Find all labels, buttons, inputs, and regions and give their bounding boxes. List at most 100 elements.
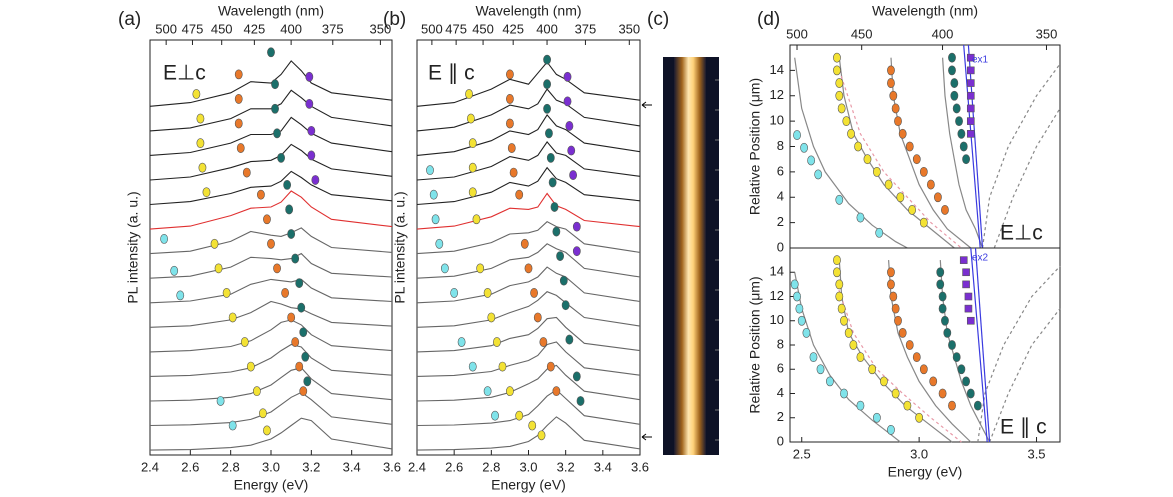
peak-marker xyxy=(856,352,865,363)
excitation-label: ex1 xyxy=(972,55,989,66)
y-tick-label: 0 xyxy=(777,433,784,448)
peak-marker xyxy=(896,192,905,203)
fit-curve xyxy=(981,63,1061,249)
peak-marker xyxy=(305,98,314,109)
peak-marker xyxy=(546,361,555,372)
peak-marker xyxy=(311,175,320,185)
spectrum-line xyxy=(416,88,641,132)
x2-tick-label: 400 xyxy=(280,21,302,36)
spectrum-line xyxy=(149,116,393,156)
peak-marker xyxy=(236,143,245,153)
peak-marker xyxy=(545,128,553,139)
peak-marker xyxy=(569,170,577,180)
peak-marker xyxy=(297,302,306,313)
peak-marker xyxy=(898,327,907,338)
spectrum-line xyxy=(416,113,641,156)
peak-marker xyxy=(429,189,438,200)
peak-marker xyxy=(957,364,966,375)
y-tick-label: 12 xyxy=(770,87,784,102)
peak-marker xyxy=(466,113,475,124)
peak-marker xyxy=(966,91,975,100)
x2-tick-label: 500 xyxy=(786,26,808,41)
peak-marker xyxy=(440,263,449,274)
peak-marker xyxy=(905,141,914,152)
x-tick-label: 2.8 xyxy=(222,459,240,474)
peak-marker xyxy=(246,361,255,372)
peak-marker xyxy=(919,217,928,228)
peak-marker xyxy=(537,430,546,441)
fit-curve xyxy=(974,247,991,443)
peak-marker xyxy=(491,410,499,421)
peak-marker xyxy=(964,292,973,301)
fit-curve xyxy=(942,57,984,249)
peak-marker xyxy=(234,94,243,104)
fit-curve xyxy=(963,44,981,249)
peak-marker xyxy=(565,121,574,131)
x-tick-label: 3.0 xyxy=(910,446,928,461)
peak-marker xyxy=(948,65,956,76)
peak-marker xyxy=(468,361,477,372)
spectrum-line xyxy=(149,391,393,427)
peak-marker xyxy=(214,263,223,274)
x-tick-label: 3.6 xyxy=(383,459,401,474)
peak-marker xyxy=(948,52,956,63)
peak-marker xyxy=(955,116,963,127)
panel-label: (d) xyxy=(757,9,780,30)
peak-marker xyxy=(840,315,848,326)
peak-marker xyxy=(938,388,947,399)
peak-marker xyxy=(543,103,551,114)
peak-marker xyxy=(840,388,848,399)
spectrum-line xyxy=(149,170,393,206)
y-axis-label: PL intensity (a. u.) xyxy=(392,191,408,303)
y-axis-label: Relative Position (μm) xyxy=(747,78,763,215)
peak-marker xyxy=(966,66,975,75)
peak-marker xyxy=(950,90,959,101)
x2-tick-label: 375 xyxy=(575,21,597,36)
peak-marker xyxy=(793,291,801,302)
spectrum-line xyxy=(149,300,393,328)
peak-marker xyxy=(170,265,179,276)
peak-marker xyxy=(468,138,477,149)
peak-marker xyxy=(528,420,537,431)
spectrum-line xyxy=(416,291,641,328)
spectrum-line xyxy=(416,266,641,304)
peak-marker xyxy=(196,138,205,149)
peak-marker xyxy=(287,312,296,323)
peak-marker xyxy=(196,113,205,124)
peak-marker xyxy=(520,238,529,249)
polarization-label: E ∥ c xyxy=(1000,416,1047,439)
x-tick-label: 3.4 xyxy=(343,459,361,474)
peak-marker xyxy=(539,337,548,347)
y-tick-label: 10 xyxy=(770,113,784,128)
x-tick-label: 2.4 xyxy=(408,459,426,474)
peak-marker xyxy=(307,150,316,161)
peak-marker xyxy=(291,253,300,264)
peak-marker xyxy=(267,47,275,58)
peak-marker xyxy=(790,279,799,290)
peak-marker xyxy=(952,352,961,363)
x-tick-label: 2.5 xyxy=(793,446,811,461)
peak-marker xyxy=(854,141,862,152)
peak-marker xyxy=(548,177,557,188)
peak-marker xyxy=(240,337,249,347)
x-tick-label: 2.6 xyxy=(181,459,199,474)
peak-marker xyxy=(962,154,970,165)
peak-marker xyxy=(450,288,459,298)
peak-marker xyxy=(844,327,853,338)
nanowire xyxy=(674,57,706,455)
peak-marker xyxy=(287,229,296,239)
peak-marker xyxy=(271,103,279,114)
peak-marker xyxy=(887,65,895,76)
x2-tick-label: 400 xyxy=(536,21,558,36)
peak-marker xyxy=(891,388,900,399)
peak-marker xyxy=(863,154,872,165)
peak-marker xyxy=(926,179,935,190)
peak-marker xyxy=(962,280,970,289)
y-tick-label: 2 xyxy=(777,409,784,424)
peak-marker xyxy=(271,79,279,90)
fit-curve xyxy=(977,265,1061,443)
peak-marker xyxy=(530,288,538,298)
fit-curve xyxy=(836,284,962,443)
peak-marker xyxy=(198,162,207,173)
x2-tick-label: 450 xyxy=(851,26,873,41)
